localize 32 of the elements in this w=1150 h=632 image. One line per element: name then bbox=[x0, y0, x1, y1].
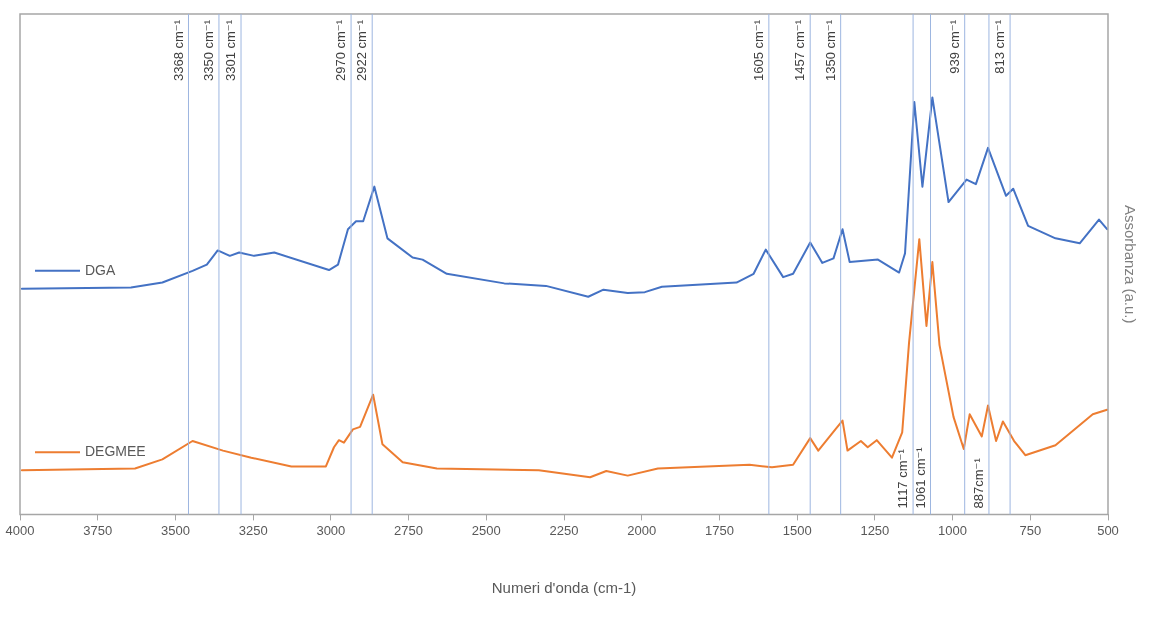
ref-line-label: 813 cm⁻¹ bbox=[992, 19, 1008, 74]
x-tick-label: 2250 bbox=[549, 522, 579, 538]
x-tick-label: 1750 bbox=[704, 522, 734, 538]
ref-line-label: 2922 cm⁻¹ bbox=[354, 19, 370, 82]
ref-line-label: 3301 cm⁻¹ bbox=[223, 19, 239, 82]
x-tick-label: 4000 bbox=[5, 522, 35, 538]
x-tick-label: 3250 bbox=[238, 522, 268, 538]
x-tick-label: 500 bbox=[1097, 522, 1119, 538]
ref-line-label: 3350 cm⁻¹ bbox=[201, 19, 217, 82]
ref-line-label: 1350 cm⁻¹ bbox=[822, 19, 838, 82]
ref-line-label: 1605 cm⁻¹ bbox=[750, 19, 766, 82]
ref-line-label: 939 cm⁻¹ bbox=[946, 19, 962, 74]
x-tick-label: 3750 bbox=[83, 522, 113, 538]
ref-line-label: 1061 cm⁻¹ bbox=[912, 446, 928, 509]
ref-line-label: 3368 cm⁻¹ bbox=[170, 19, 186, 82]
x-tick-label: 1500 bbox=[782, 522, 812, 538]
x-tick-label: 750 bbox=[1019, 522, 1042, 538]
ref-line-label: 887cm⁻¹ bbox=[971, 457, 987, 509]
legend-label: DEGMEE bbox=[85, 443, 146, 460]
y-axis-title: Assorbanza (a.u.) bbox=[1121, 205, 1139, 324]
x-tick-label: 2750 bbox=[394, 522, 424, 538]
x-tick-label: 2000 bbox=[627, 522, 657, 538]
x-tick-label: 2500 bbox=[471, 522, 501, 538]
ref-line-label: 2970 cm⁻¹ bbox=[333, 19, 349, 82]
legend-label: DGA bbox=[85, 261, 116, 278]
x-tick-label: 1250 bbox=[860, 522, 890, 538]
ref-line-label: 1117 cm⁻¹ bbox=[895, 448, 911, 509]
x-tick-label: 3500 bbox=[160, 522, 190, 538]
x-axis-title: Numeri d'onda (cm-1) bbox=[491, 579, 637, 597]
ref-line-label: 1457 cm⁻¹ bbox=[792, 19, 808, 82]
x-tick-label: 1000 bbox=[938, 522, 968, 538]
x-tick-label: 3000 bbox=[316, 522, 346, 538]
